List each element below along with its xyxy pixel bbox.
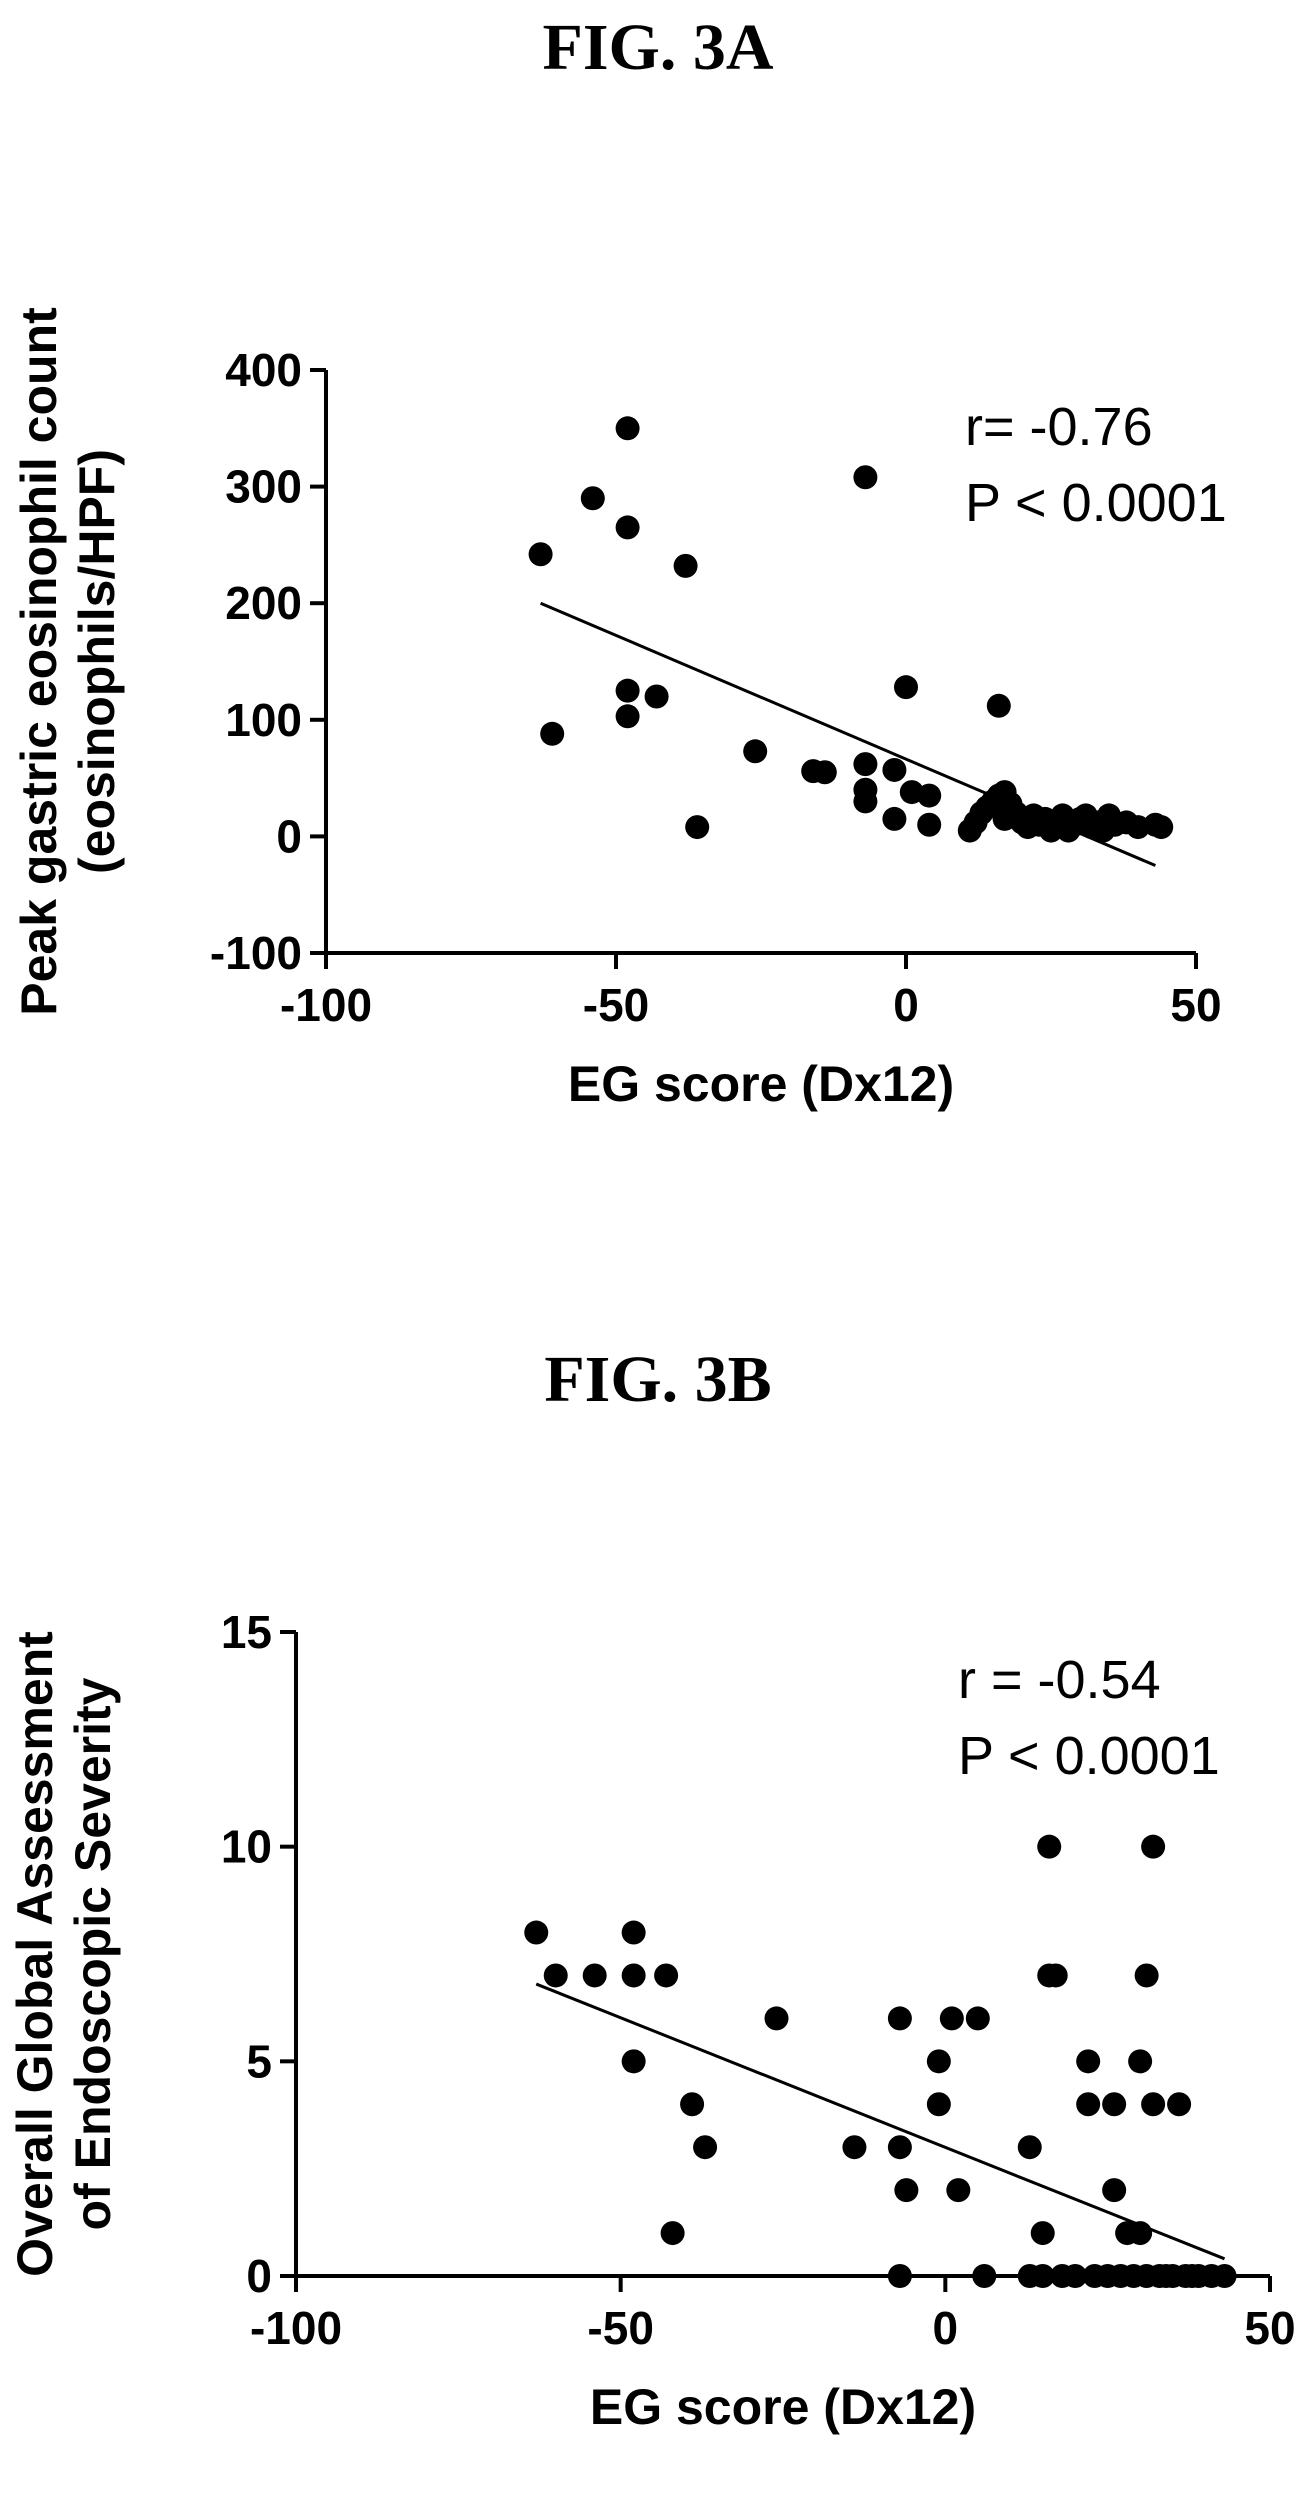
x-tick-label: 0 [893,979,919,1031]
data-point [926,2092,951,2117]
data-point [1030,2221,1055,2246]
data-point [524,1920,549,1945]
data-point [540,721,565,746]
data-point [680,2092,705,2117]
y-tick-label: 400 [225,344,302,396]
data-point [842,2135,867,2160]
data-point [764,2006,789,2031]
data-point [615,704,640,729]
data-point [660,2221,685,2246]
x-tick-label: -100 [250,2302,342,2354]
figure-3b-title: FIG. 3B [544,1343,772,1416]
data-point [882,806,907,831]
data-point [1017,2135,1042,2160]
data-point [673,553,698,578]
y-tick-label: 300 [225,461,302,513]
data-point [917,812,942,837]
data-point [926,2049,951,2074]
y-tick-label: 0 [246,2250,272,2302]
data-point [853,465,878,490]
data-point [1149,815,1174,840]
data-point [1063,2264,1088,2288]
y-tick-label: 10 [221,1821,272,1873]
x-tick-label: -50 [583,979,649,1031]
y-axis-label: Overall Global Assessment [7,1631,63,2277]
data-point [615,515,640,540]
data-point [887,2006,912,2031]
data-point [1212,2264,1237,2288]
data-point [882,757,907,782]
data-point [1102,2178,1127,2203]
y-axis-label: Peak gastric eosinophil count [11,307,67,1016]
data-point [654,1963,679,1988]
data-point [1037,1834,1062,1859]
data-point [1141,1834,1166,1859]
correlation-r: r = -0.54 [958,1650,1161,1710]
x-tick-label: -100 [280,979,372,1031]
y-axis-label: of Endoscopic Severity [65,1677,121,2230]
x-axis-label: EG score (Dx12) [568,1056,954,1112]
data-point [986,693,1011,718]
data-point [1076,2092,1101,2117]
data-point [621,1920,646,1945]
data-point [743,739,768,764]
correlation-r: r= -0.76 [965,397,1153,457]
chart-3a: -100 0 100 200 300 400 -100 -50 0 50 EG score (Dx1… [11,307,1227,1112]
data-point [1043,1963,1068,1988]
data-point [621,2049,646,2074]
data-point [894,2178,919,2203]
data-point [1102,2092,1127,2117]
data-point [887,2264,912,2288]
y-tick-label: -100 [210,927,302,979]
y-axis-label: (eosinophils/HPF) [69,449,125,874]
data-point [939,2006,964,2031]
figure-3a-title: FIG. 3A [542,11,774,84]
data-point [887,2135,912,2160]
data-point [1141,2092,1166,2117]
y-tick-label: 15 [221,1606,272,1658]
data-point [615,416,640,441]
data-point [894,675,918,700]
y-tick-label: 0 [276,810,302,862]
y-tick-label: 100 [225,694,302,746]
data-point [946,2178,971,2203]
p-value: P < 0.0001 [958,1726,1220,1786]
data-point [615,678,640,703]
x-tick-label: 50 [1244,2302,1295,2354]
data-point [693,2135,718,2160]
data-point [917,783,942,808]
x-axis-label: EG score (Dx12) [590,2379,976,2435]
chart-3b: 0 5 10 15 -100 -50 0 50 EG score (Dx12) Overall G… [7,1606,1296,2435]
data-point [1167,2092,1192,2117]
data-point [582,1963,607,1988]
data-point [644,684,669,709]
y-tick-label: 200 [225,577,302,629]
data-point [685,815,710,840]
regression-line [535,1982,1226,2261]
x-tick-label: 0 [933,2302,959,2354]
data-point [1128,2221,1153,2246]
data-point [1128,2049,1153,2074]
p-value: P < 0.0001 [965,473,1227,533]
data-point [853,752,878,777]
data-point [621,1963,646,1988]
data-point [580,486,605,511]
data-point [965,2006,990,2031]
x-tick-label: 50 [1170,979,1221,1031]
data-point [528,542,553,567]
y-tick-label: 5 [246,2035,272,2087]
x-tick-label: -50 [587,2302,653,2354]
data-point [853,789,878,814]
data-point [1134,1963,1159,1988]
data-point [812,760,837,785]
data-point [543,1963,568,1988]
data-point [1030,2264,1055,2288]
data-point [972,2264,997,2288]
data-point [1076,2049,1101,2074]
